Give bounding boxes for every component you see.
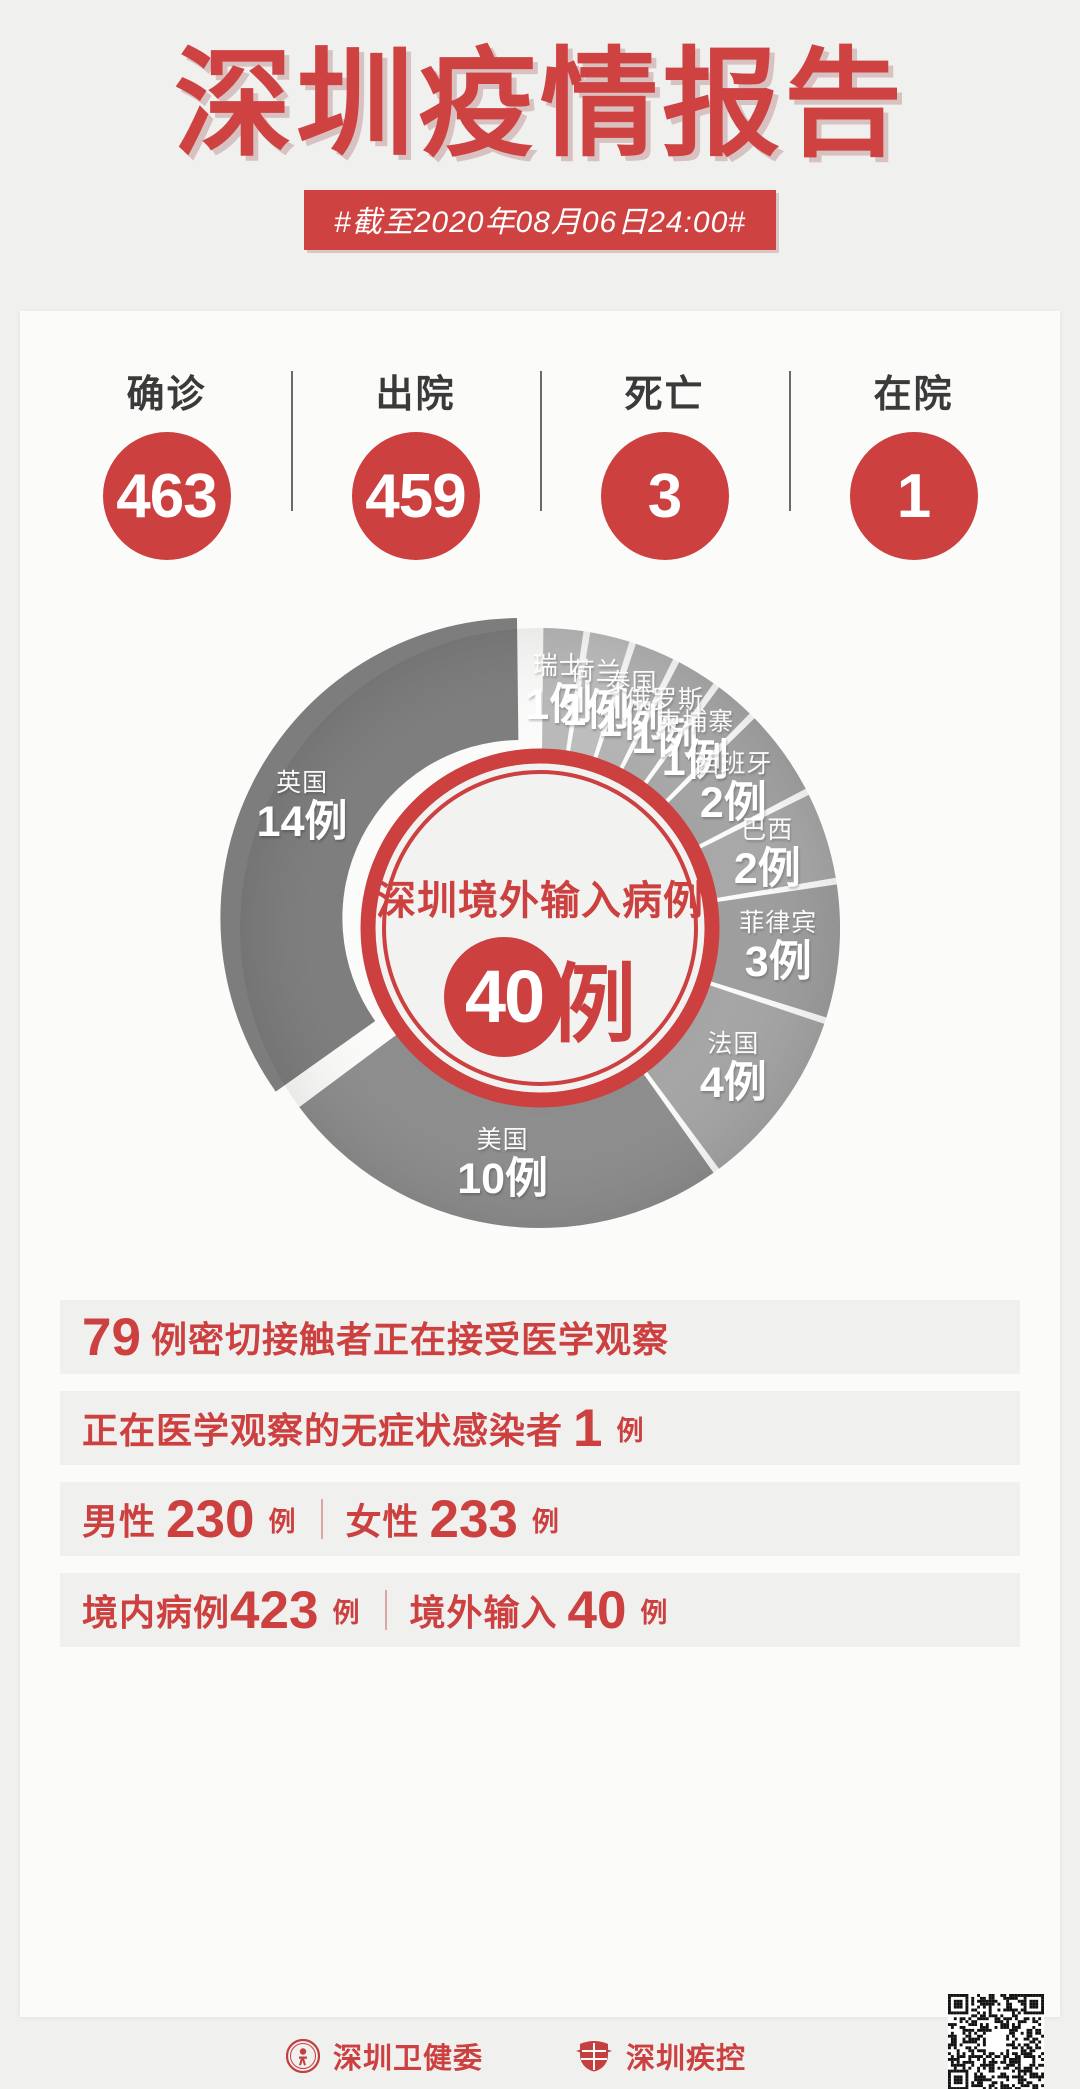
stat-value-bubble: 463 xyxy=(102,432,231,560)
donut-svg xyxy=(220,618,840,1228)
female-unit: 例 xyxy=(531,1506,559,1537)
bar-close-contacts: 79 例密切接触者正在接受医学观察 xyxy=(60,1300,1020,1374)
domestic-label: 境内病例 xyxy=(82,1592,231,1633)
stat-confirmed: 确诊 463 xyxy=(42,363,291,560)
brand-1-name: 深圳卫健委 xyxy=(333,2042,484,2075)
stats-row: 确诊 463 出院 459 死亡 3 在院 1 xyxy=(20,311,1060,560)
bar-gender: 男性 230 例 女性 233 例 xyxy=(60,1482,1020,1556)
stat-value-bubble: 459 xyxy=(351,432,480,560)
center-outer-ring xyxy=(360,748,720,1108)
summary-bars: 79 例密切接触者正在接受医学观察 正在医学观察的无症状感染者 1 例 男性 2… xyxy=(20,1278,1060,1647)
bar-asymptomatic: 正在医学观察的无症状感染者 1 例 xyxy=(60,1391,1020,1465)
report-card: 确诊 463 出院 459 死亡 3 在院 1 xyxy=(20,311,1060,2017)
stat-label: 死亡 xyxy=(624,374,705,416)
imported-label: 境外输入 xyxy=(409,1592,558,1633)
stat-value-bubble: 3 xyxy=(600,432,729,560)
female-label: 女性 xyxy=(345,1501,420,1542)
male-unit: 例 xyxy=(268,1506,296,1537)
asymptomatic-unit: 例 xyxy=(616,1415,644,1446)
poster-footer: 深圳卫健委 深圳疾控 xyxy=(0,1994,1080,2089)
poster-header: 深圳疫情报告 #截至2020年08月06日24:00# xyxy=(0,0,1080,250)
stat-label: 出院 xyxy=(375,374,456,416)
female-count: 233 xyxy=(429,1489,518,1549)
imported-unit: 例 xyxy=(640,1597,668,1628)
stat-inhospital: 在院 1 xyxy=(789,363,1038,560)
domestic-unit: 例 xyxy=(332,1597,360,1628)
stat-value-bubble: 1 xyxy=(849,432,978,560)
stat-discharged: 出院 459 xyxy=(291,363,540,560)
asymptomatic-prefix: 正在医学观察的无症状感染者 xyxy=(82,1410,564,1451)
brand-shenzhen-health-commission[interactable]: 深圳卫健委 xyxy=(286,2035,483,2077)
brand-2-name: 深圳疾控 xyxy=(626,2042,747,2075)
gender-divider xyxy=(321,1499,324,1539)
close-contacts-text: 例密切接触者正在接受医学观察 xyxy=(150,1319,669,1360)
imported-cases-donut-chart: 瑞士 1例 荷兰 1例 泰国 1例 俄罗斯 1例 柬埔寨 1例 西班牙 2例 巴西 2例 菲律宾 3例 法国 4例… xyxy=(20,578,1060,1278)
page-title: 深圳疫情报告 xyxy=(173,39,906,171)
stat-label: 确诊 xyxy=(126,374,207,416)
date-banner: #截至2020年08月06日24:00# xyxy=(304,189,776,250)
stat-label: 在院 xyxy=(873,374,954,416)
center-inner-ring xyxy=(382,770,698,1086)
close-contacts-count: 79 xyxy=(82,1307,141,1367)
origin-divider xyxy=(385,1590,388,1630)
brand-shenzhen-cdc[interactable]: 深圳疾控 xyxy=(575,2035,746,2077)
date-banner-wrap: #截至2020年08月06日24:00# xyxy=(0,189,1080,250)
cdc-shield-icon xyxy=(576,2040,613,2071)
male-count: 230 xyxy=(166,1489,255,1549)
imported-count: 40 xyxy=(567,1580,627,1640)
stat-deaths: 死亡 3 xyxy=(540,363,789,560)
qr-code[interactable] xyxy=(948,1994,1044,2089)
domestic-count: 423 xyxy=(230,1580,319,1640)
health-commission-emblem-icon xyxy=(286,2038,320,2073)
asymptomatic-count: 1 xyxy=(573,1398,603,1458)
male-label: 男性 xyxy=(82,1501,157,1542)
bar-origin: 境内病例 423 例 境外输入 40 例 xyxy=(60,1573,1020,1647)
